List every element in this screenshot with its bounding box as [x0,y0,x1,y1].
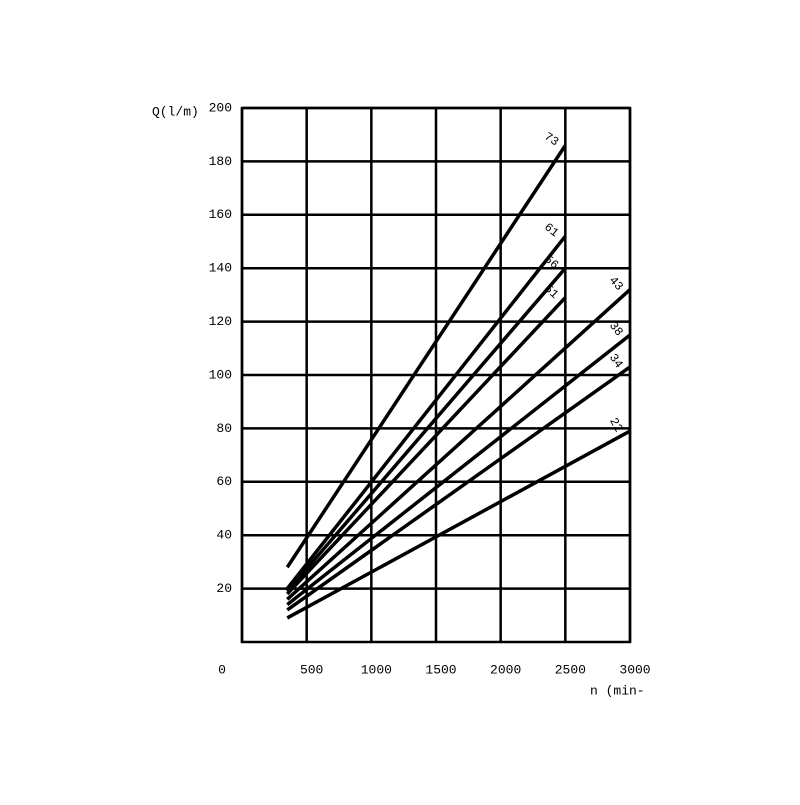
y-axis-label: Q(l/m) [152,104,199,119]
x-tick-label: 2000 [490,662,521,677]
x-tick-label: 3000 [619,662,650,677]
x-tick-label: 500 [300,662,323,677]
line-label: 34 [606,351,626,371]
y-tick-label: 180 [209,154,232,169]
line-label: 61 [541,220,561,240]
data-line [286,288,632,601]
line-label: 22 [606,415,625,434]
data-line [285,235,567,590]
x-tick-label: 1500 [425,662,456,677]
x-tick-label: 1000 [361,662,392,677]
data-line [285,144,567,569]
y-tick-label: 20 [216,581,232,596]
data-line [285,267,567,593]
y-tick-label: 60 [216,474,232,489]
data-line [286,333,632,606]
line-label: 43 [606,274,626,294]
y-tick-label: 200 [209,100,232,115]
y-tick-label: 40 [216,528,232,543]
data-line [286,365,632,612]
y-tick-label: 120 [209,314,232,329]
line-label: 73 [541,130,561,150]
data-line [286,429,631,620]
y-tick-label: 160 [209,207,232,222]
y-tick-label: 140 [209,261,232,276]
x-tick-label: 2500 [555,662,586,677]
data-line [285,296,567,596]
y-tick-label: 100 [209,367,232,382]
x-tick-label: 0 [218,662,226,677]
y-tick-label: 80 [216,421,232,436]
x-axis-label: n (min- [590,683,645,698]
line-label: 51 [541,282,561,302]
line-label: 38 [606,319,626,339]
